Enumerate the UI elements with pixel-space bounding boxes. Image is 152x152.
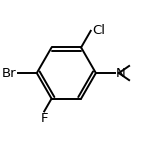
Text: Br: Br: [2, 67, 17, 79]
Text: F: F: [40, 112, 48, 125]
Text: N: N: [116, 67, 126, 79]
Text: Cl: Cl: [92, 24, 105, 37]
